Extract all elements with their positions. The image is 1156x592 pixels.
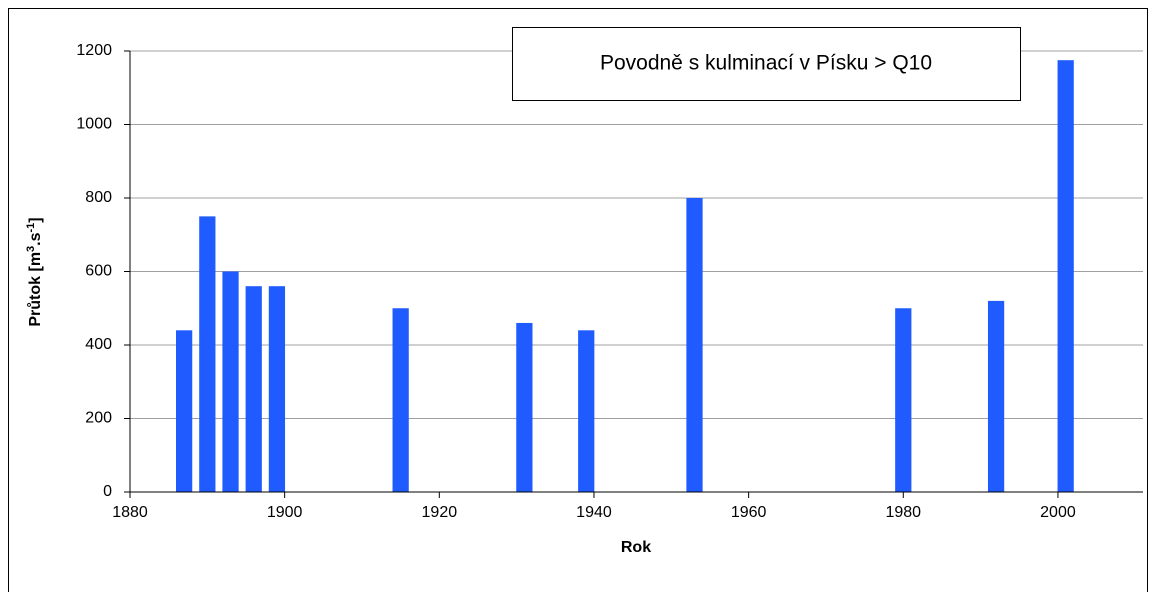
chart-title: Povodně s kulminací v Písku > Q10 [600, 52, 932, 75]
bar [686, 198, 703, 492]
bar [987, 300, 1005, 492]
y-axis-label-part: .s [27, 232, 44, 245]
y-tick-label: 0 [103, 483, 112, 500]
bar [516, 322, 533, 492]
bar [578, 330, 595, 492]
x-tick-label: 1960 [731, 504, 767, 521]
y-tick-label: 1000 [76, 116, 112, 133]
bar [392, 308, 409, 492]
y-axis-label-part: ] [27, 217, 44, 222]
bar [245, 286, 262, 492]
chart-frame [8, 8, 1148, 592]
y-tick-label: 1200 [76, 42, 112, 59]
bar [1057, 60, 1074, 492]
x-tick-label: 1880 [112, 504, 148, 521]
y-tick-label: 800 [85, 189, 112, 206]
bar [222, 271, 239, 492]
y-axis-label-sup: -1 [25, 223, 37, 233]
y-axis-label-sup: 3 [25, 246, 37, 252]
bar [895, 308, 912, 492]
y-tick-label: 400 [85, 336, 112, 353]
y-tick-label: 200 [85, 410, 112, 427]
y-axis-label: Průtok [m3.s-1] [25, 217, 44, 326]
bar [199, 216, 216, 492]
x-tick-label: 1980 [885, 504, 921, 521]
y-axis-label-part: Průtok [m [27, 252, 44, 327]
x-tick-label: 1920 [422, 504, 458, 521]
bar [176, 330, 193, 492]
y-tick-label: 600 [85, 263, 112, 280]
x-tick-label: 1940 [576, 504, 612, 521]
title-box [512, 27, 1021, 101]
bar [268, 286, 286, 492]
x-tick-label: 2000 [1040, 504, 1076, 521]
x-tick-label: 1900 [267, 504, 303, 521]
x-axis-label: Rok [621, 539, 651, 556]
